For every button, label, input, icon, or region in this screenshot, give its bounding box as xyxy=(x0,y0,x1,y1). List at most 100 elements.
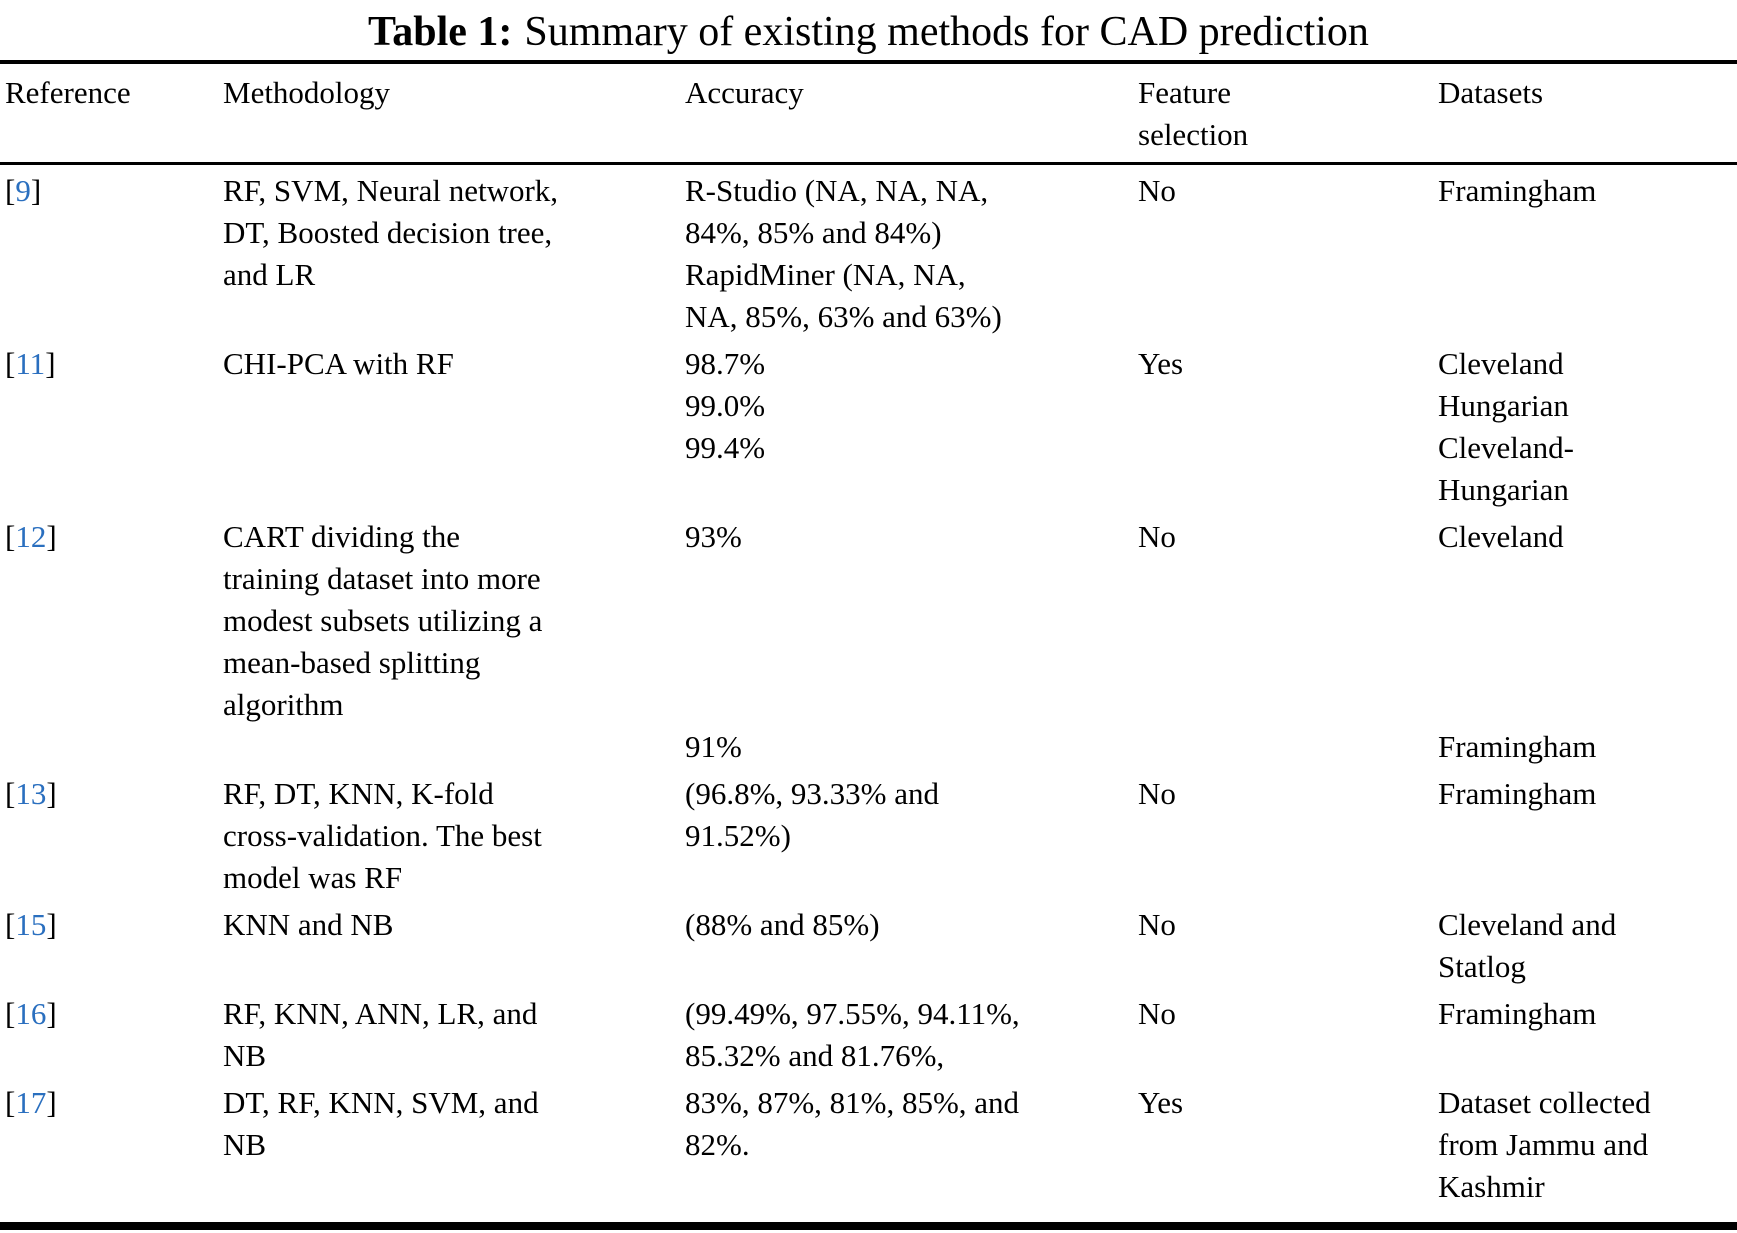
bracket-open: [ xyxy=(5,173,16,208)
cell-line: 98.7% xyxy=(685,346,766,381)
feature-selection-cell: No xyxy=(1138,988,1438,1077)
cell-line: 91% xyxy=(685,729,742,764)
reference-link[interactable]: 17 xyxy=(15,1085,47,1120)
cell-line xyxy=(1438,642,1737,684)
accuracy-cell: (88% and 85%) xyxy=(685,899,1138,988)
cell-line xyxy=(685,558,1138,600)
feature-selection-cell: No xyxy=(1138,511,1438,768)
column-header-label: Methodology xyxy=(223,75,391,110)
column-header-datasets: Datasets xyxy=(1438,62,1737,164)
cell-line: Statlog xyxy=(1438,949,1526,984)
reference-cell: [17] xyxy=(0,1077,223,1226)
column-header-feature_selection: Feature selection xyxy=(1138,62,1438,164)
accuracy-cell: (96.8%, 93.33% and 91.52%) xyxy=(685,768,1138,899)
cell-line: 99.4% xyxy=(685,430,766,465)
bracket-open: [ xyxy=(5,907,16,942)
cell-line xyxy=(685,642,1138,684)
reference-cell: [15] xyxy=(0,899,223,988)
methodology-cell: RF, KNN, ANN, LR, and NB xyxy=(223,988,685,1077)
cell-line: Dataset collected xyxy=(1438,1085,1651,1120)
feature-selection-cell: No xyxy=(1138,768,1438,899)
cell-line: Framingham xyxy=(1438,729,1597,764)
reference-citation: [11] xyxy=(5,343,223,385)
table-row: [12] CART dividing the training dataset in… xyxy=(0,511,1737,768)
reference-cell: [13] xyxy=(0,768,223,899)
cell-line: No xyxy=(1138,907,1176,942)
bracket-close: ] xyxy=(46,1085,57,1120)
cell-line: NB xyxy=(223,1038,267,1073)
bracket-open: [ xyxy=(5,996,16,1031)
cell-line: and LR xyxy=(223,257,316,292)
cell-line: Cleveland and xyxy=(1438,907,1617,942)
bracket-close: ] xyxy=(46,996,57,1031)
table-row: [17] DT, RF, KNN, SVM, and NB 83%, 87%, 81%… xyxy=(0,1077,1737,1226)
table-row: [9] RF, SVM, Neural network, DT, Boosted d… xyxy=(0,164,1737,339)
cell-line: model was RF xyxy=(223,860,403,895)
methodology-cell: RF, SVM, Neural network, DT, Boosted deci… xyxy=(223,164,685,339)
column-header-label: Feature xyxy=(1138,75,1231,110)
column-header-label: Datasets xyxy=(1438,75,1544,110)
methodology-cell: CHI-PCA with RF xyxy=(223,338,685,511)
feature-selection-cell: Yes xyxy=(1138,1077,1438,1226)
reference-link[interactable]: 9 xyxy=(15,173,31,208)
reference-cell: [9] xyxy=(0,164,223,339)
reference-citation: [15] xyxy=(5,904,223,946)
cell-line: R-Studio (NA, NA, NA, xyxy=(685,173,989,208)
table-body: [9] RF, SVM, Neural network, DT, Boosted d… xyxy=(0,164,1737,1227)
datasets-cell: Framingham xyxy=(1438,988,1737,1077)
column-header-label: Reference xyxy=(5,75,131,110)
cell-line: training dataset into more xyxy=(223,561,541,596)
bracket-open: [ xyxy=(5,776,16,811)
datasets-cell: Cleveland Hungarian Cleveland- Hungarian xyxy=(1438,338,1737,511)
reference-link[interactable]: 16 xyxy=(15,996,47,1031)
cell-line: Cleveland xyxy=(1438,519,1564,554)
accuracy-cell: R-Studio (NA, NA, NA, 84%, 85% and 84%) Ra… xyxy=(685,164,1138,339)
cell-line: RapidMiner (NA, NA, xyxy=(685,257,966,292)
cell-line: Framingham xyxy=(1438,776,1597,811)
cell-line: Kashmir xyxy=(1438,1169,1545,1204)
reference-link[interactable]: 13 xyxy=(15,776,47,811)
table-caption-text: Summary of existing methods for CAD pred… xyxy=(524,9,1369,55)
cell-line: No xyxy=(1138,776,1176,811)
reference-link[interactable]: 12 xyxy=(15,519,47,554)
table-caption: Table 1: Summary of existing methods for … xyxy=(0,0,1737,60)
cell-line: (96.8%, 93.33% and xyxy=(685,776,939,811)
datasets-cell: Framingham xyxy=(1438,164,1737,339)
accuracy-cell: 98.7% 99.0% 99.4% xyxy=(685,338,1138,511)
datasets-cell: Cleveland and Statlog xyxy=(1438,899,1737,988)
bracket-close: ] xyxy=(46,519,57,554)
reference-citation: [17] xyxy=(5,1082,223,1124)
cell-line: Yes xyxy=(1138,1085,1184,1120)
accuracy-cell: (99.49%, 97.55%, 94.11%, 85.32% and 81.76… xyxy=(685,988,1138,1077)
cell-line: RF, SVM, Neural network, xyxy=(223,173,559,208)
cell-line: cross-validation. The best xyxy=(223,818,542,853)
cell-line: Cleveland xyxy=(1438,346,1564,381)
cell-line: No xyxy=(1138,996,1176,1031)
cell-line: CHI-PCA with RF xyxy=(223,346,454,381)
reference-citation: [13] xyxy=(5,773,223,815)
cell-line: 84%, 85% and 84%) xyxy=(685,215,942,250)
cell-line: RF, KNN, ANN, LR, and xyxy=(223,996,538,1031)
cell-line: (88% and 85%) xyxy=(685,907,880,942)
cell-line: 99.0% xyxy=(685,388,766,423)
cell-line: Framingham xyxy=(1438,996,1597,1031)
bracket-close: ] xyxy=(30,173,42,208)
cell-line: modest subsets utilizing a xyxy=(223,603,543,638)
cell-line: algorithm xyxy=(223,687,344,722)
cell-line: NA, 85%, 63% and 63%) xyxy=(685,299,1002,334)
cell-line xyxy=(685,600,1138,642)
accuracy-cell: 83%, 87%, 81%, 85%, and 82%. xyxy=(685,1077,1138,1226)
column-header-accuracy: Accuracy xyxy=(685,62,1138,164)
reference-cell: [12] xyxy=(0,511,223,768)
feature-selection-cell: No xyxy=(1138,164,1438,339)
reference-link[interactable]: 15 xyxy=(15,907,47,942)
cell-line: 82%. xyxy=(685,1127,750,1162)
cell-line: RF, DT, KNN, K-fold xyxy=(223,776,494,811)
bracket-close: ] xyxy=(46,776,57,811)
cell-line: DT, Boosted decision tree, xyxy=(223,215,553,250)
bracket-close: ] xyxy=(46,907,57,942)
cell-line: NB xyxy=(223,1127,267,1162)
cell-line: Yes xyxy=(1138,346,1184,381)
reference-link[interactable]: 11 xyxy=(15,346,46,381)
